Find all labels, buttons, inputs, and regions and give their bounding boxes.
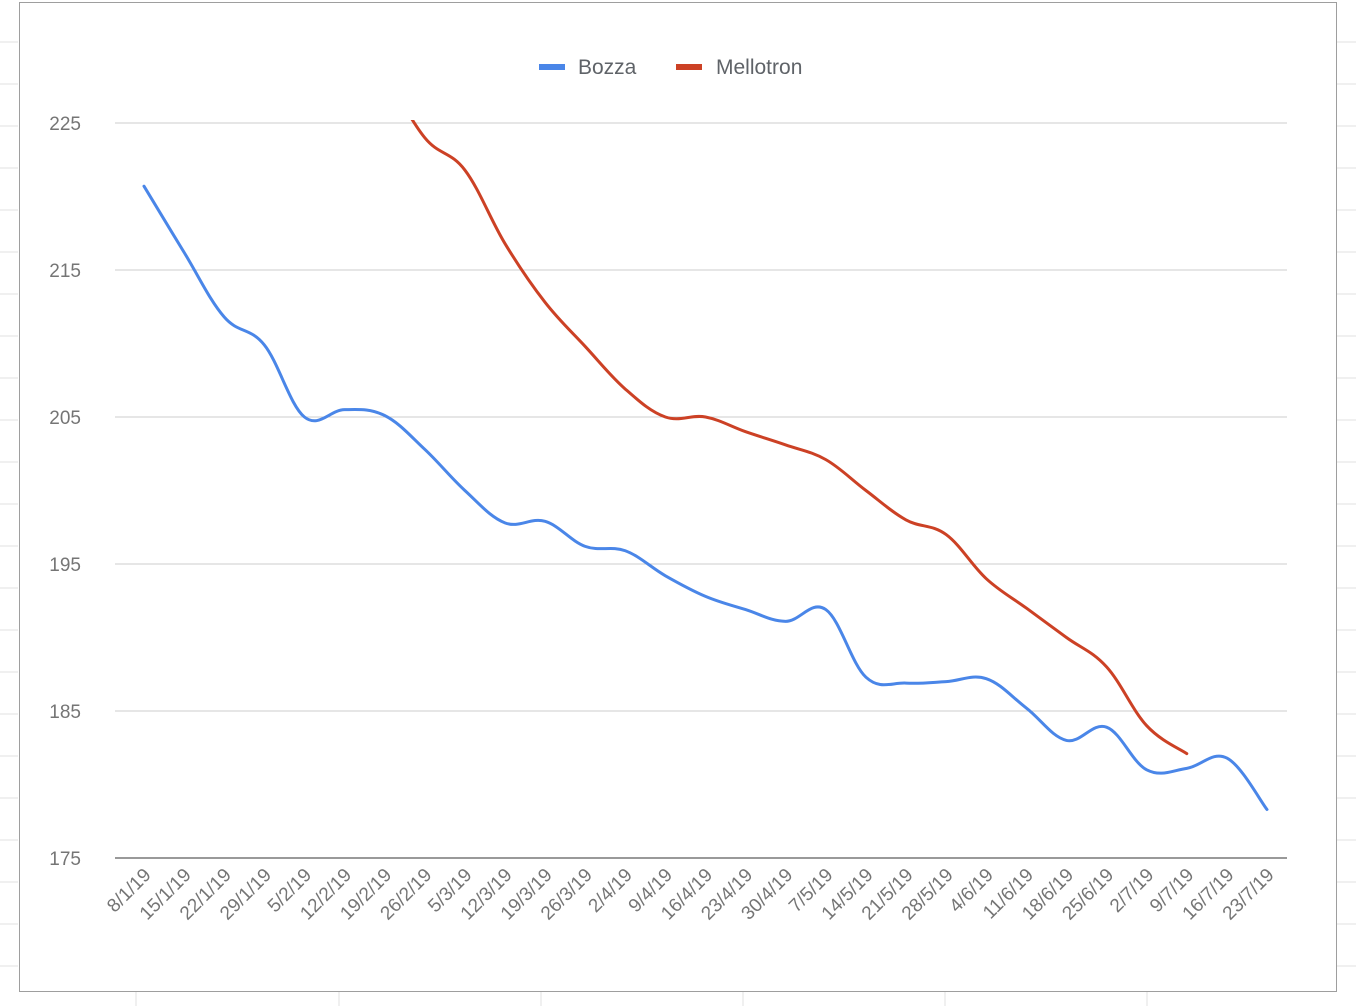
y-tick-label: 185 [49, 702, 81, 723]
chart-container[interactable]: Bozza Mellotron 175 185 195 205 215 225 8/1/1… [19, 2, 1337, 992]
y-tick-label: 195 [49, 555, 81, 576]
y-axis-ticks: 175 185 195 205 215 225 [49, 114, 81, 870]
legend-swatch-bozza [539, 64, 565, 70]
x-tick-label: 2/7/19 [1106, 865, 1158, 917]
series-lines [142, 72, 1269, 811]
y-tick-label: 215 [49, 261, 81, 282]
y-tick-label: 225 [49, 114, 81, 135]
legend-swatch-mellotron [676, 64, 702, 70]
x-axis-ticks: 8/1/1915/1/1922/1/1929/1/195/2/1912/2/19… [103, 865, 1278, 925]
legend-item-mellotron[interactable]: Mellotron [676, 56, 802, 79]
gridlines [115, 122, 1287, 859]
y-tick-label: 175 [49, 849, 81, 870]
series-line-mellotron[interactable] [385, 72, 1189, 756]
legend-label-mellotron: Mellotron [716, 56, 802, 79]
y-tick-label: 205 [49, 408, 81, 429]
series-line-bozza[interactable] [142, 184, 1269, 811]
legend-item-bozza[interactable]: Bozza [539, 56, 637, 79]
legend: Bozza Mellotron [539, 56, 802, 79]
legend-label-bozza: Bozza [578, 56, 637, 79]
line-chart: Bozza Mellotron 175 185 195 205 215 225 8/1/1… [49, 56, 1287, 925]
x-tick-label: 2/4/19 [585, 865, 637, 917]
